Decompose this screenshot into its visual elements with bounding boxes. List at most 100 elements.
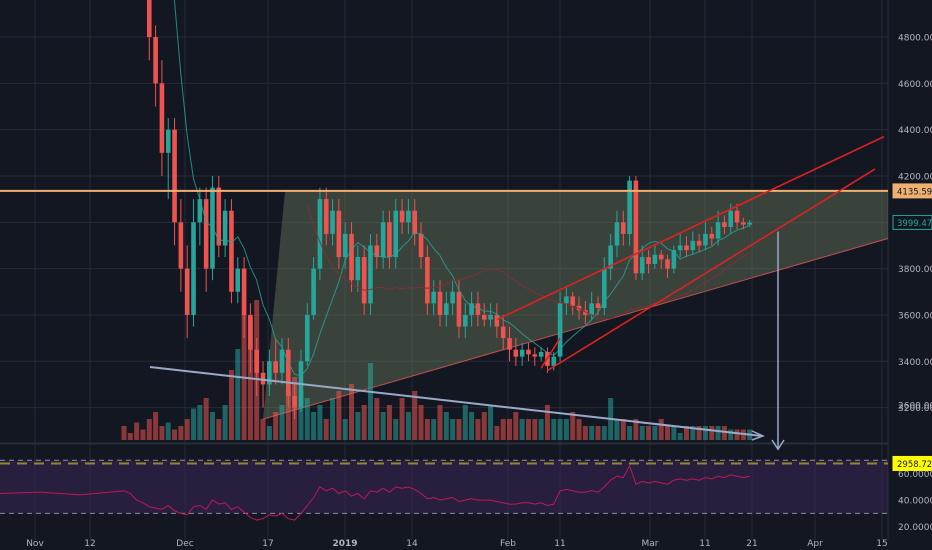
- rsi-pane: [0, 459, 888, 521]
- time-tick-label-10: 21: [746, 539, 757, 549]
- volume-bar-62: [513, 412, 519, 440]
- candle-body-54: [462, 314, 468, 327]
- time-tick-label-12: 15: [876, 539, 887, 549]
- channel-entry-line: [540, 337, 561, 369]
- moving-average-slow: [306, 204, 750, 320]
- volume-bar-31: [317, 405, 323, 440]
- volume-bar-26: [285, 391, 291, 440]
- volume-bar-0: [121, 426, 127, 440]
- candle-body-76: [602, 268, 607, 308]
- candle-body-53: [456, 291, 462, 327]
- candle-body-98: [741, 222, 746, 225]
- candle-body-55: [469, 303, 474, 315]
- candle-body-97: [734, 210, 740, 223]
- candle-body-8: [172, 129, 177, 223]
- volume-bar-72: [576, 419, 582, 440]
- candle-body-43: [393, 210, 399, 258]
- volume-bar-7: [165, 422, 171, 440]
- candle-body-51: [444, 303, 449, 315]
- volume-bar-85: [658, 419, 664, 440]
- volume-bar-54: [462, 405, 468, 440]
- candle-body-85: [658, 254, 664, 260]
- volume-bar-11: [191, 408, 197, 440]
- price-label-box-2: [892, 455, 932, 471]
- volume-tick-label-0: 2600.00: [898, 402, 932, 412]
- volume-bar-29: [304, 398, 310, 440]
- volume-bar-92: [702, 426, 708, 440]
- candle-body-39: [368, 245, 373, 304]
- volume-bar-83: [646, 426, 652, 440]
- volume-bar-44: [399, 398, 405, 440]
- price-tick-label-8: 4800.00: [898, 34, 932, 44]
- moving-average-fast: [173, 0, 750, 377]
- candle-body-77: [608, 245, 613, 269]
- volume-bar-9: [178, 426, 184, 440]
- volume-bar-5: [153, 412, 159, 440]
- volume-bar-75: [595, 426, 601, 440]
- rsi-line-leadin: [0, 490, 125, 496]
- candle-body-47: [418, 233, 424, 258]
- volume-bar-93: [709, 426, 715, 440]
- volume-bar-74: [589, 426, 595, 440]
- volume-bar-63: [519, 419, 525, 440]
- price-axis: 3200.003400.003600.003800.004000.004200.…: [892, 34, 932, 533]
- price-tick-label-5: 4200.00: [898, 173, 932, 183]
- volume-bar-70: [563, 419, 569, 440]
- rsi-band-fill: [0, 460, 888, 514]
- candle-body-40: [374, 245, 380, 258]
- candle-body-13: [203, 199, 209, 269]
- volume-bar-43: [393, 419, 399, 440]
- candle-body-82: [639, 257, 645, 274]
- volume-bar-35: [342, 419, 348, 440]
- grid-lines: [0, 0, 889, 540]
- price-tick-label-2: 3600.00: [898, 311, 932, 321]
- candle-body-26: [286, 349, 291, 396]
- volume-bar-87: [671, 426, 677, 440]
- candle-body-24: [273, 361, 278, 373]
- candle-body-75: [595, 303, 601, 308]
- rsi-tick-label-2: 60.0000: [898, 470, 932, 480]
- volume-bar-24: [273, 412, 279, 440]
- candle-body-11: [191, 222, 196, 315]
- candle-body-69: [557, 303, 563, 357]
- volume-bar-80: [627, 426, 633, 440]
- volume-bar-45: [405, 412, 411, 440]
- candle-body-44: [399, 210, 405, 223]
- volume-bar-30: [311, 412, 317, 440]
- candle-body-62: [513, 349, 519, 357]
- candle-body-7: [165, 129, 171, 153]
- candle-body-78: [614, 222, 620, 246]
- candle-body-61: [507, 338, 512, 350]
- volume-bar-51: [443, 412, 449, 440]
- volume-bar-95: [721, 426, 727, 440]
- candle-body-93: [709, 233, 715, 239]
- volume-bar-39: [367, 363, 373, 440]
- candle-body-34: [336, 210, 342, 258]
- candle-body-12: [197, 199, 203, 223]
- volume-bar-46: [412, 391, 418, 440]
- price-label-box-1: [892, 214, 932, 230]
- volume-bar-15: [216, 419, 222, 440]
- candle-body-58: [488, 314, 493, 320]
- candle-body-27: [292, 396, 297, 408]
- time-tick-label-2: Dec: [176, 539, 193, 549]
- candle-body-95: [722, 222, 727, 227]
- volume-bar-50: [437, 405, 443, 440]
- volume-bar-79: [620, 419, 626, 440]
- candle-body-73: [583, 310, 588, 315]
- volume-bar-58: [488, 405, 494, 440]
- volume-bar-67: [544, 405, 550, 440]
- candle-body-31: [317, 199, 323, 269]
- volume-bar-89: [683, 426, 689, 440]
- candle-body-33: [330, 210, 335, 234]
- candle-body-64: [526, 349, 531, 355]
- volume-bar-13: [203, 398, 209, 440]
- candle-body-86: [665, 259, 670, 269]
- volume-bar-36: [349, 384, 355, 440]
- candle-body-45: [406, 210, 411, 223]
- candle-body-10: [184, 268, 190, 315]
- rsi-tick-label-1: 40.0000: [898, 497, 932, 507]
- volume-bar-38: [361, 405, 367, 440]
- candle-body-80: [627, 180, 632, 234]
